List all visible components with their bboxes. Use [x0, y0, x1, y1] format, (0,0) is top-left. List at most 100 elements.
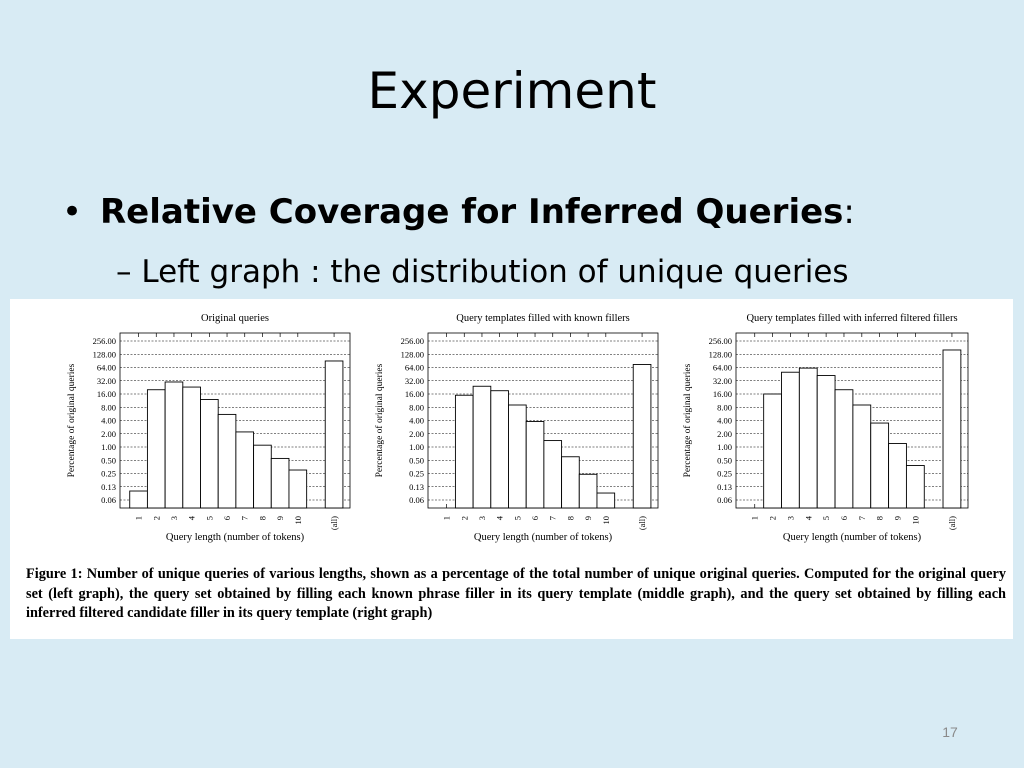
bar: [816, 375, 836, 509]
x-tick-label: 8: [257, 516, 267, 520]
bar: [129, 490, 148, 509]
y-tick-label: 0.13: [409, 482, 424, 492]
x-tick-label: (all): [329, 516, 339, 530]
y-tick-label: 8.00: [101, 402, 116, 412]
x-tick-label: (all): [637, 516, 647, 530]
y-tick-label: 4.00: [409, 416, 424, 426]
y-tick-label: 128.00: [709, 349, 732, 359]
y-tick-label: 64.00: [713, 363, 732, 373]
bar: [288, 469, 308, 509]
chart-title: Query templates filled with inferred fil…: [746, 313, 957, 324]
y-tick-label: 0.25: [101, 469, 116, 479]
x-tick-label: 10: [601, 516, 611, 525]
x-tick-label: 2: [151, 516, 161, 520]
y-tick-label: 0.50: [717, 455, 732, 465]
y-tick-label: 128.00: [401, 349, 424, 359]
figure: Original queries 256.00 128.00 64.00 32.00 16…: [10, 299, 1013, 639]
x-tick-label: 10: [293, 516, 303, 525]
y-tick-label: 16.00: [97, 389, 116, 399]
y-tick-label: 4.00: [101, 416, 116, 426]
bar: [525, 421, 545, 509]
bar: [905, 465, 925, 509]
x-axis-label: Query length (number of tokens): [783, 532, 922, 543]
bar: [798, 367, 818, 509]
x-tick-label: 9: [275, 516, 285, 520]
y-axis-label: Percentage of original queries: [374, 363, 385, 477]
y-tick-label: 0.06: [101, 495, 116, 505]
x-tick-label: 9: [893, 516, 903, 520]
bar: [763, 393, 782, 509]
bar: [182, 386, 201, 509]
x-tick-label: 7: [240, 516, 250, 520]
bar: [578, 473, 598, 509]
bar: [596, 492, 616, 509]
y-tick-label: 0.50: [101, 455, 116, 465]
y-tick-label: 0.13: [717, 482, 732, 492]
x-tick-label: 5: [512, 516, 522, 520]
y-tick-label: 32.00: [713, 376, 732, 386]
slide-number: 17: [942, 724, 958, 740]
y-tick-label: 2.00: [409, 429, 424, 439]
bar: [472, 385, 492, 509]
x-tick-label: 5: [821, 516, 831, 520]
bar: [235, 431, 255, 509]
x-tick-label: 4: [187, 515, 197, 520]
bar: [253, 444, 272, 509]
y-tick-label: 4.00: [717, 416, 732, 426]
bar: [146, 389, 166, 509]
y-tick-label: 256.00: [93, 336, 116, 346]
y-tick-label: 1.00: [409, 442, 424, 452]
bar: [942, 349, 962, 509]
sub-bullet-item: – Left graph : the distribution of uniqu…: [116, 254, 849, 290]
y-tick-label: 2.00: [101, 429, 116, 439]
bar: [490, 390, 509, 509]
bar: [834, 389, 854, 509]
y-tick-label: 256.00: [709, 336, 732, 346]
bar: [454, 394, 474, 509]
x-tick-label: (all): [947, 516, 957, 530]
x-tick-label: 2: [768, 516, 778, 520]
x-tick-label: 3: [785, 516, 795, 520]
y-tick-label: 16.00: [713, 389, 732, 399]
y-tick-label: 64.00: [405, 363, 424, 373]
y-tick-label: 1.00: [717, 442, 732, 452]
x-tick-label: 1: [750, 516, 760, 520]
bar: [632, 364, 652, 509]
bullet-item: • Relative Coverage for Inferred Queries:: [62, 192, 855, 232]
y-axis-label: Percentage of original queries: [682, 363, 693, 477]
bar: [870, 422, 890, 509]
bar: [561, 456, 580, 509]
bullet-bold-text: Relative Coverage for Inferred Queries: [100, 192, 844, 232]
y-tick-label: 16.00: [405, 389, 424, 399]
x-tick-label: 7: [548, 516, 558, 520]
x-tick-label: 2: [459, 516, 469, 520]
bar: [852, 404, 872, 509]
bar: [200, 399, 219, 509]
chart-title: Query templates filled with known filler…: [456, 313, 630, 324]
x-tick-label: 3: [169, 516, 179, 520]
figure-charts: Original queries256.00128.0064.0032.0016…: [66, 313, 969, 543]
y-tick-label: 2.00: [717, 429, 732, 439]
y-tick-label: 0.25: [409, 469, 424, 479]
bar: [270, 457, 290, 509]
y-tick-label: 1.00: [101, 442, 116, 452]
y-tick-label: 0.50: [409, 455, 424, 465]
chart-title: Original queries: [201, 313, 269, 324]
x-tick-label: 1: [134, 516, 144, 520]
x-tick-label: 5: [204, 516, 214, 520]
y-tick-label: 0.25: [717, 469, 732, 479]
x-tick-label: 8: [875, 516, 885, 520]
y-tick-label: 8.00: [409, 402, 424, 412]
x-tick-label: 4: [803, 515, 813, 520]
y-tick-label: 0.06: [717, 495, 732, 505]
y-tick-label: 128.00: [93, 349, 116, 359]
bar: [217, 413, 237, 509]
bullet-marker: •: [62, 192, 83, 232]
y-tick-label: 64.00: [97, 363, 116, 373]
bar: [508, 404, 527, 509]
bullet-suffix: :: [843, 192, 855, 232]
figure-caption: Figure 1: Number of unique queries of va…: [26, 566, 1006, 621]
y-tick-label: 8.00: [717, 402, 732, 412]
x-tick-label: 8: [565, 516, 575, 520]
y-tick-label: 32.00: [97, 376, 116, 386]
